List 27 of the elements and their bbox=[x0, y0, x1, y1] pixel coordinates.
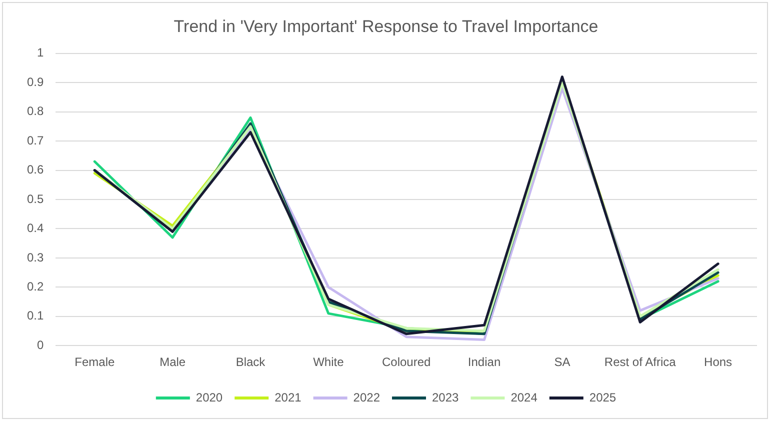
x-tick-label: White bbox=[313, 355, 344, 370]
legend-label: 2024 bbox=[510, 390, 538, 404]
y-tick-label: 0.3 bbox=[26, 250, 44, 264]
legend-label: 2022 bbox=[353, 390, 380, 404]
x-tick-label: Female bbox=[74, 355, 115, 370]
x-tick-label: Rest of Africa bbox=[604, 355, 676, 370]
y-tick-label: 0.2 bbox=[26, 279, 44, 294]
y-tick-label: 0.5 bbox=[26, 192, 44, 206]
y-tick-label: 0.1 bbox=[26, 308, 44, 323]
y-tick-label: 0.4 bbox=[26, 221, 44, 236]
y-tick-label: 0.6 bbox=[26, 162, 44, 177]
y-tick-label: 0.8 bbox=[26, 104, 44, 118]
y-tick-label: 1 bbox=[36, 46, 44, 60]
x-tick-label: Black bbox=[236, 355, 266, 370]
legend-label: 2023 bbox=[432, 390, 460, 404]
chart-title: Trend in 'Very Important' Response to Travel Importance bbox=[174, 16, 598, 36]
x-tick-label: SA bbox=[554, 355, 570, 370]
legend-label: 2020 bbox=[196, 390, 223, 404]
legend-label: 2021 bbox=[274, 390, 302, 404]
x-tick-label: Hons bbox=[704, 355, 732, 370]
y-tick-label: 0.9 bbox=[26, 74, 44, 89]
x-tick-label: Coloured bbox=[382, 355, 431, 370]
legend-label: 2025 bbox=[589, 390, 616, 404]
y-tick-label: 0 bbox=[36, 338, 44, 352]
y-tick-label: 0.7 bbox=[26, 133, 44, 148]
x-tick-label: Indian bbox=[468, 355, 501, 370]
x-tick-label: Male bbox=[160, 355, 186, 370]
